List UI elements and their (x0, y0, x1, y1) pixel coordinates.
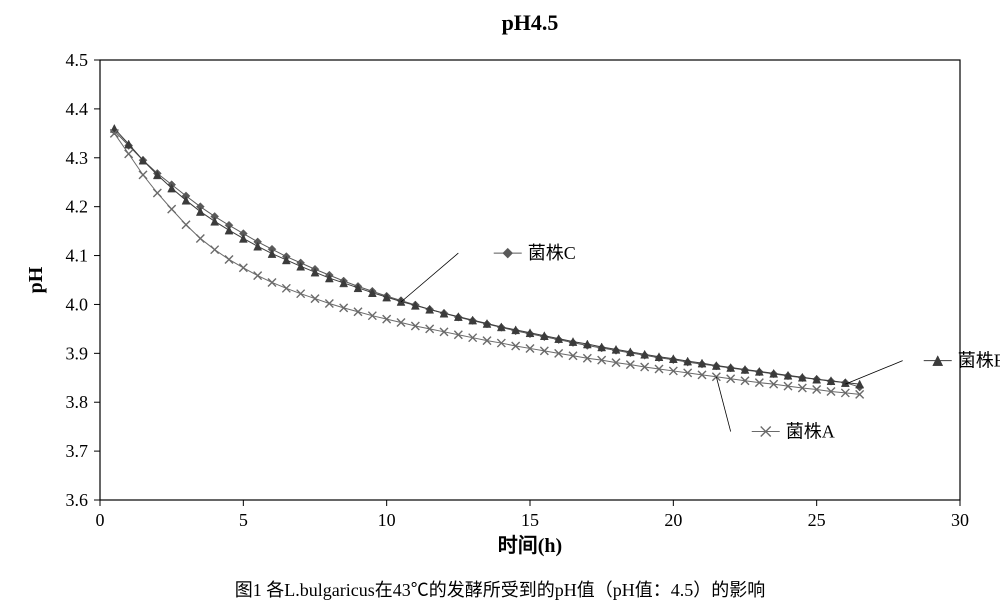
y-tick-label: 4.1 (66, 246, 89, 266)
x-axis-label: 时间(h) (498, 534, 562, 557)
y-tick-label: 4.0 (66, 294, 89, 314)
y-tick-label: 3.6 (66, 490, 89, 510)
x-tick-label: 0 (96, 510, 105, 530)
x-tick-label: 20 (664, 510, 682, 530)
chart-svg: pH4.50510152025303.63.73.83.94.04.14.24.… (0, 0, 1000, 570)
legend-label: 菌株C (528, 243, 576, 263)
legend-label: 菌株A (786, 422, 835, 442)
x-tick-label: 30 (951, 510, 969, 530)
x-tick-label: 15 (521, 510, 539, 530)
y-tick-label: 4.5 (66, 50, 89, 70)
x-tick-label: 10 (378, 510, 396, 530)
chart-container: pH4.50510152025303.63.73.83.94.04.14.24.… (0, 0, 1000, 570)
y-tick-label: 4.4 (66, 99, 89, 119)
y-axis-label: pH (25, 266, 47, 293)
y-tick-label: 4.3 (66, 148, 89, 168)
y-tick-label: 3.8 (66, 392, 89, 412)
x-tick-label: 5 (239, 510, 248, 530)
chart-title: pH4.5 (502, 10, 559, 35)
y-tick-label: 3.9 (66, 343, 89, 363)
y-tick-label: 3.7 (66, 441, 89, 461)
legend-label: 菌株B (958, 351, 1000, 371)
x-tick-label: 25 (808, 510, 826, 530)
figure-caption: 图1 各L.bulgaricus在43℃的发酵所受到的pH值（pH值：4.5）的… (0, 576, 1000, 602)
y-tick-label: 4.2 (66, 197, 89, 217)
